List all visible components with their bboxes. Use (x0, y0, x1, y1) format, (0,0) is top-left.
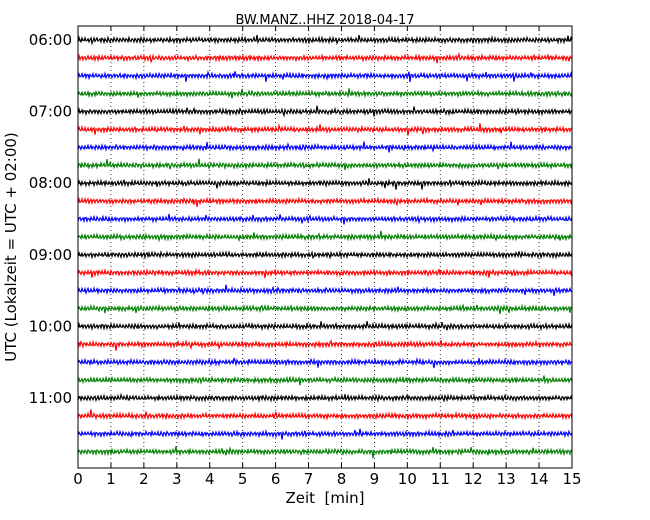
trace-line (77, 339, 573, 351)
x-tick-label: 5 (238, 470, 248, 488)
x-tick-label: 0 (73, 470, 83, 488)
x-tick-label: 7 (304, 470, 314, 488)
y-tick-label: 09:00 (29, 246, 72, 264)
x-tick-label: 8 (337, 470, 347, 488)
x-tick-label: 12 (464, 470, 483, 488)
trace-line (77, 356, 573, 369)
x-tick-label: 15 (562, 470, 581, 488)
trace-line (77, 88, 573, 99)
y-tick-label: 06:00 (29, 31, 72, 49)
trace-line (77, 105, 573, 118)
y-tick-label: 10:00 (29, 317, 72, 335)
trace-line (77, 141, 573, 153)
trace-line (77, 123, 573, 136)
trace-line (77, 409, 573, 421)
x-tick-label: 10 (398, 470, 417, 488)
trace-line (77, 70, 573, 83)
trace-line (77, 230, 573, 243)
x-tick-label: 13 (497, 470, 516, 488)
x-axis-label: Zeit [min] (285, 489, 364, 507)
y-tick-label: 07:00 (29, 103, 72, 121)
x-tick-label: 9 (370, 470, 380, 488)
trace-line (77, 249, 573, 260)
plot-frame (77, 25, 573, 469)
trace-line (77, 284, 573, 296)
trace-line (77, 446, 573, 459)
x-tick-label: 6 (271, 470, 281, 488)
x-axis-ticks: 0 1 2 3 4 5 6 7 8 9 10 11 12 13 14 15 (73, 26, 582, 488)
y-axis-ticks: 06:00 07:00 08:00 09:00 10:00 11:00 (29, 31, 572, 407)
trace-line (77, 196, 573, 207)
chart-title: BW.MANZ..HHZ 2018-04-17 (235, 13, 414, 28)
trace-line (77, 303, 573, 314)
trace-line (77, 320, 573, 332)
grid-lines (110, 26, 540, 468)
x-tick-label: 11 (431, 470, 450, 488)
x-tick-label: 1 (106, 470, 116, 488)
x-tick-label: 3 (172, 470, 182, 488)
y-tick-label: 08:00 (29, 174, 72, 192)
trace-line (77, 158, 573, 171)
traces (77, 34, 573, 459)
trace-line (77, 178, 573, 190)
trace-line (77, 428, 573, 440)
y-tick-label: 11:00 (29, 389, 72, 407)
trace-line (77, 375, 573, 386)
x-tick-label: 2 (139, 470, 149, 488)
y-axis-label: UTC (Lokalzeit = UTC + 02:00) (2, 132, 20, 362)
trace-line (77, 34, 573, 46)
x-tick-label: 4 (205, 470, 215, 488)
x-tick-label: 14 (530, 470, 549, 488)
trace-line (77, 51, 573, 64)
trace-line (77, 392, 573, 403)
trace-line (77, 213, 573, 225)
trace-line (77, 267, 573, 279)
